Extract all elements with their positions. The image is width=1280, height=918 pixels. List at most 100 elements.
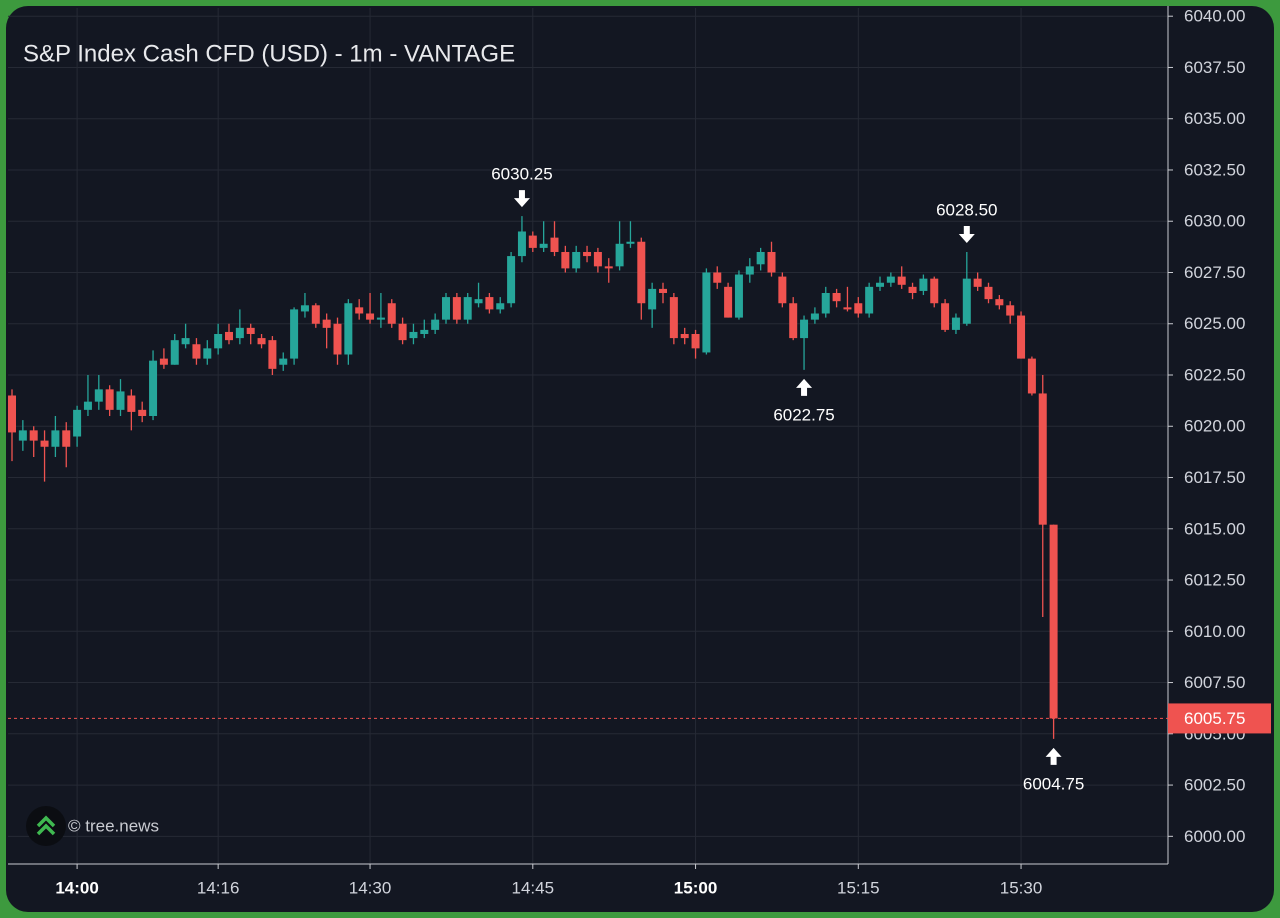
candle-body	[507, 256, 516, 304]
candle-body	[366, 313, 375, 320]
candle-body	[984, 286, 993, 300]
candle-body	[474, 299, 483, 304]
candle-body	[159, 358, 168, 365]
candle	[615, 221, 624, 271]
candle	[463, 292, 472, 324]
candle	[8, 389, 16, 462]
y-tick-label: 6010.00	[1184, 622, 1245, 641]
annotation-label: 6022.75	[773, 405, 834, 424]
candle	[1038, 375, 1047, 617]
candle	[442, 292, 450, 324]
candle	[713, 266, 722, 289]
candle	[1017, 311, 1026, 359]
candle-body	[246, 327, 255, 334]
candle-body	[290, 309, 299, 359]
candle	[995, 295, 1004, 310]
candle-body	[789, 303, 798, 339]
candle-body	[865, 286, 874, 314]
candle	[691, 329, 700, 359]
last-price-label: 6005.75	[1184, 709, 1245, 728]
candle	[876, 276, 884, 291]
y-tick-label: 6040.00	[1184, 7, 1245, 26]
candle-body	[886, 276, 895, 283]
candle-body	[83, 401, 92, 410]
candle-body	[300, 305, 309, 312]
candle-body	[94, 389, 103, 402]
candle	[648, 282, 657, 328]
candle-body	[539, 243, 548, 248]
candle-body	[734, 274, 743, 318]
candle	[843, 286, 852, 312]
candle-body	[561, 251, 570, 269]
y-tick-label: 6022.50	[1184, 365, 1245, 384]
candle	[225, 323, 233, 345]
candle-body	[995, 299, 1004, 306]
candle-body	[409, 331, 418, 339]
candle	[626, 221, 635, 248]
candle	[832, 288, 841, 308]
candle	[745, 258, 754, 283]
candle-body	[756, 251, 765, 265]
candle	[496, 297, 505, 314]
candle-body	[127, 395, 136, 412]
last-price-box	[1168, 703, 1271, 734]
candle-body	[941, 303, 950, 330]
candle	[767, 241, 776, 277]
candle	[344, 299, 353, 365]
y-tick-label: 6030.00	[1184, 212, 1245, 231]
panel	[6, 6, 1274, 912]
candle-body	[810, 313, 819, 320]
candle-body	[225, 331, 233, 341]
candle	[604, 258, 613, 283]
candle	[1049, 524, 1058, 739]
candle-body	[1017, 315, 1026, 359]
candle-body	[908, 286, 917, 293]
candle-body	[463, 297, 472, 320]
candle	[680, 327, 689, 345]
candle	[517, 216, 526, 263]
candle-body	[517, 231, 526, 257]
x-tick-label: 14:45	[512, 878, 555, 897]
candle-body	[832, 292, 841, 302]
candle-body	[376, 317, 385, 320]
candle-body	[452, 297, 461, 320]
candle-body	[116, 391, 125, 410]
candle-body	[355, 307, 364, 314]
candle	[669, 292, 678, 345]
x-tick-label: 14:16	[197, 878, 240, 897]
candle	[865, 282, 874, 318]
candle	[127, 389, 136, 431]
candle-body	[333, 323, 342, 355]
candle	[984, 282, 993, 304]
candle	[290, 307, 299, 365]
candle	[311, 303, 320, 328]
candle-body	[442, 297, 450, 320]
candle	[821, 286, 830, 318]
candle	[203, 340, 212, 365]
y-tick-label: 6032.50	[1184, 160, 1245, 179]
candle	[94, 375, 103, 410]
candle-body	[1027, 358, 1036, 394]
candle-body	[214, 333, 223, 349]
candle-body	[268, 340, 277, 369]
candle	[376, 292, 385, 328]
candle	[908, 282, 917, 300]
candle	[398, 317, 407, 345]
grid	[8, 8, 1168, 864]
annotation-arrow	[958, 225, 975, 243]
candle	[387, 299, 396, 328]
y-tick-label: 6000.00	[1184, 827, 1245, 846]
candle	[40, 430, 49, 482]
candle-body	[431, 319, 440, 330]
candle-body	[843, 307, 852, 310]
candle-body	[962, 278, 971, 324]
candle-body	[62, 430, 71, 447]
y-tick-label: 6007.50	[1184, 673, 1245, 692]
candle-body	[951, 317, 960, 330]
candle-body	[235, 327, 244, 339]
candle-body	[800, 319, 809, 339]
candle-body	[257, 338, 266, 345]
candle	[18, 420, 27, 451]
candle	[62, 422, 71, 468]
